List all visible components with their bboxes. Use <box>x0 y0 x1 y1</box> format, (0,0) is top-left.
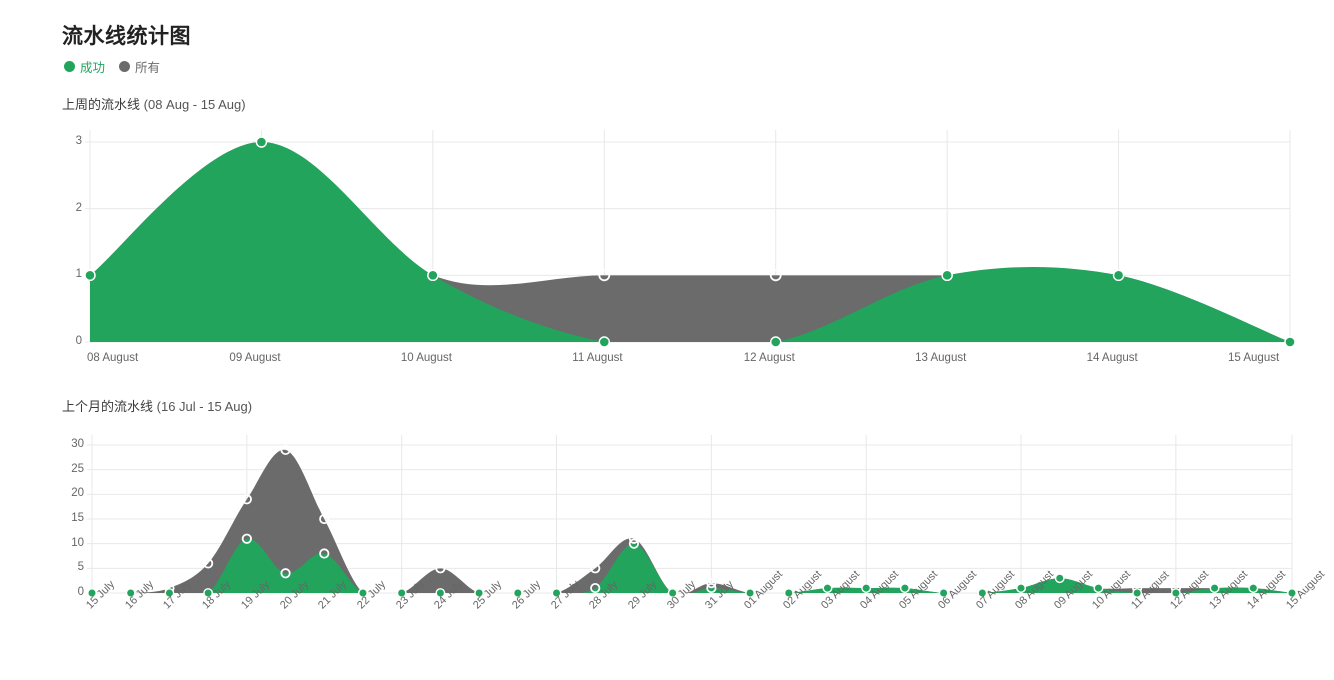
data-point-success[interactable] <box>396 588 407 598</box>
data-point-success[interactable] <box>783 588 794 598</box>
data-point-success[interactable] <box>427 269 439 282</box>
legend-item-all[interactable]: 所有 <box>119 57 160 76</box>
chart-caption-main: 上周的流水线 <box>62 97 141 112</box>
chart-caption-main: 上个月的流水线 <box>62 399 154 414</box>
y-tick-label: 10 <box>71 536 84 549</box>
data-point-success[interactable] <box>977 588 988 598</box>
chart-svg <box>87 435 1297 598</box>
area-series-success <box>90 142 1290 342</box>
data-point-all[interactable] <box>598 269 611 282</box>
data-point-success[interactable] <box>125 588 136 598</box>
area-series-success <box>92 538 1292 593</box>
y-tick-label: 30 <box>71 438 84 450</box>
x-tick-label: 08 August <box>87 352 139 364</box>
data-point-success[interactable] <box>551 588 562 598</box>
data-point-success[interactable] <box>1054 573 1065 584</box>
data-point-success[interactable] <box>1284 336 1296 348</box>
data-point-success[interactable] <box>745 588 755 598</box>
data-point-success[interactable] <box>667 588 678 598</box>
y-tick-label: 1 <box>75 268 82 281</box>
data-point-all[interactable] <box>590 563 601 574</box>
data-point-all[interactable] <box>435 563 446 574</box>
x-tick-label: 10 August <box>400 352 452 364</box>
chart-caption-range: (08 Aug - 15 Aug) <box>143 97 246 112</box>
data-point-success[interactable] <box>280 568 291 579</box>
data-point-success[interactable] <box>628 538 640 549</box>
x-tick-label: 11 August <box>572 352 623 364</box>
data-point-success[interactable] <box>435 588 446 598</box>
y-tick-label: 0 <box>77 586 84 598</box>
data-point-success[interactable] <box>1132 588 1143 598</box>
data-point-success[interactable] <box>87 588 97 598</box>
x-tick-label: 15 August <box>1228 352 1280 364</box>
chart-caption-range: (16 Jul - 15 Aug) <box>156 399 253 414</box>
page-title: 流水线统计图 <box>62 25 191 48</box>
y-tick-label: 2 <box>75 201 82 214</box>
x-tick-label: 09 August <box>229 352 281 364</box>
data-point-success[interactable] <box>900 583 910 593</box>
circle-icon <box>64 61 75 72</box>
x-tick-label: 13 August <box>915 352 967 364</box>
data-point-all[interactable] <box>706 578 717 589</box>
data-point-all[interactable] <box>769 269 782 282</box>
data-point-success[interactable] <box>474 588 484 598</box>
data-point-success[interactable] <box>706 582 717 594</box>
y-tick-label: 5 <box>77 561 84 574</box>
data-point-success[interactable] <box>598 336 610 348</box>
data-point-success[interactable] <box>1248 583 1259 593</box>
data-point-success[interactable] <box>1112 269 1125 282</box>
data-point-all[interactable] <box>241 494 252 505</box>
circle-icon <box>119 61 131 72</box>
data-point-success[interactable] <box>861 583 872 593</box>
data-point-success[interactable] <box>941 269 953 282</box>
data-point-success[interactable] <box>255 136 268 148</box>
data-point-success[interactable] <box>203 588 214 598</box>
data-point-success[interactable] <box>358 588 368 598</box>
data-point-all[interactable] <box>628 533 640 544</box>
y-tick-label: 20 <box>71 487 84 500</box>
x-tick-label: 12 August <box>743 352 795 364</box>
data-point-success[interactable] <box>1016 583 1026 593</box>
data-point-success[interactable] <box>1209 583 1220 593</box>
chart-plot-last-month[interactable] <box>0 435 1334 605</box>
data-point-success[interactable] <box>1093 583 1104 593</box>
area-series-all <box>92 449 1292 593</box>
chart-plot-last-week[interactable] <box>0 130 1334 360</box>
legend-label-success: 成功 <box>80 61 106 75</box>
chart-svg <box>84 130 1296 348</box>
x-tick-label: 14 August <box>1086 352 1138 364</box>
data-point-all[interactable] <box>203 558 214 569</box>
data-point-success[interactable] <box>241 533 252 544</box>
chart-caption-last-month: 上个月的流水线 (16 Jul - 15 Aug) <box>62 396 252 415</box>
data-point-success[interactable] <box>938 588 949 598</box>
legend-item-success[interactable]: 成功 <box>64 57 105 76</box>
data-point-success[interactable] <box>590 582 601 594</box>
data-point-success[interactable] <box>319 548 330 559</box>
data-point-success[interactable] <box>164 588 175 598</box>
chart-caption-last-week: 上周的流水线 (08 Aug - 15 Aug) <box>62 94 246 113</box>
y-tick-label: 3 <box>75 135 82 147</box>
y-tick-label: 25 <box>71 462 84 475</box>
data-point-success[interactable] <box>84 269 96 282</box>
data-point-success[interactable] <box>1170 588 1181 598</box>
chart-block-last-week: 上周的流水线 (08 Aug - 15 Aug) 0 1 2 3 08 August 0… <box>0 94 1334 364</box>
data-point-all[interactable] <box>280 444 291 456</box>
data-point-success[interactable] <box>770 336 782 348</box>
y-tick-label: 15 <box>71 512 84 524</box>
data-point-success[interactable] <box>512 588 523 598</box>
chart-legend: 成功 所有 <box>64 57 160 76</box>
data-point-all[interactable] <box>319 513 330 525</box>
y-tick-label: 0 <box>75 335 82 347</box>
data-point-success[interactable] <box>822 583 833 593</box>
legend-label-all: 所有 <box>135 61 161 75</box>
data-point-success[interactable] <box>1287 588 1297 598</box>
